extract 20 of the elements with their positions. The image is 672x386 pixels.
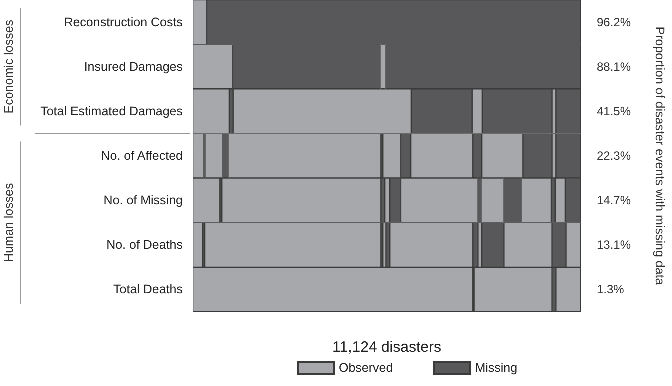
text: Proportion of disaster events with missing data — [653, 26, 667, 286]
y-tick-label: No. of Affected — [101, 149, 184, 163]
legend-label: Observed — [339, 361, 394, 375]
text: Human losses — [2, 183, 16, 262]
text: 13.1% — [597, 238, 632, 252]
text: 96.2% — [597, 15, 632, 30]
y-tick-label: Reconstruction Costs — [64, 15, 183, 30]
y-tick-label: Total Deaths — [114, 282, 183, 297]
text: 14.7% — [597, 194, 632, 208]
y-tick-label: Insured Damages — [84, 60, 183, 74]
text: 1.3% — [597, 282, 625, 297]
legend-label: Missing — [475, 361, 518, 375]
text: 88.1% — [597, 60, 632, 74]
text: Economic losses — [2, 20, 16, 114]
x-axis-title: 11,124 disasters — [332, 339, 442, 356]
text: 41.5% — [597, 104, 632, 118]
y-tick-label: Total Estimated Damages — [40, 104, 183, 118]
text: 22.3% — [597, 149, 632, 163]
y-tick-label: No. of Deaths — [106, 238, 183, 252]
y-tick-label: No. of Missing — [104, 194, 184, 208]
